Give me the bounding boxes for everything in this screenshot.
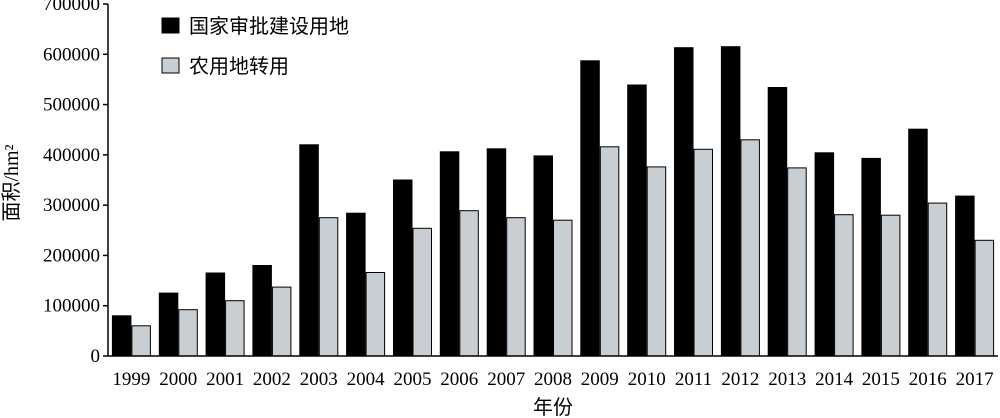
- x-tick-label: 2003: [300, 369, 338, 390]
- x-tick-label: 2015: [862, 369, 900, 390]
- x-tick-label: 2008: [534, 369, 572, 390]
- axes: [107, 4, 998, 357]
- y-tick-label: 0: [91, 346, 101, 367]
- bar-approved-construction-land-2006: [439, 151, 460, 357]
- bar-farmland-conversion-2016: [927, 202, 948, 357]
- x-tick-label: 2016: [909, 369, 947, 390]
- bar-farmland-conversion-1999: [131, 325, 151, 357]
- x-tick-label: 2007: [487, 369, 525, 390]
- bar-farmland-conversion-2004: [365, 272, 386, 357]
- x-tick-label: 2011: [675, 369, 712, 390]
- x-tick-label: 2012: [721, 369, 759, 390]
- legend-swatch-approved-construction-land: [161, 17, 180, 34]
- bar-farmland-conversion-2012: [740, 139, 760, 357]
- bar-approved-construction-land-2004: [346, 212, 366, 357]
- x-tick-label: 2010: [628, 369, 666, 390]
- x-axis-title: 年份: [533, 396, 573, 418]
- bar-approved-construction-land-2009: [580, 60, 600, 357]
- bar-farmland-conversion-2013: [787, 167, 807, 357]
- x-tick-label: 2005: [394, 369, 432, 390]
- bar-approved-construction-land-1999: [111, 315, 132, 357]
- bar-approved-construction-land-2015: [861, 157, 881, 357]
- bar-farmland-conversion-2000: [178, 309, 198, 357]
- bar-approved-construction-land-2001: [205, 272, 226, 357]
- bar-approved-construction-land-2012: [720, 46, 741, 357]
- bar-approved-construction-land-2007: [486, 148, 507, 357]
- bars: [111, 46, 995, 357]
- x-tick-label: 2004: [347, 369, 386, 390]
- y-tick-label: 400000: [43, 145, 100, 166]
- x-tick-label: 2002: [253, 369, 291, 390]
- bar-approved-construction-land-2010: [627, 84, 647, 357]
- bar-farmland-conversion-2008: [553, 219, 573, 357]
- bar-farmland-conversion-2007: [506, 217, 526, 357]
- bar-approved-construction-land-2005: [393, 179, 413, 357]
- bar-farmland-conversion-2010: [646, 166, 667, 357]
- bar-farmland-conversion-2015: [880, 214, 901, 357]
- legend-swatch-farmland-conversion: [161, 57, 180, 74]
- x-axis-ticks: 1999 2000 2001 2002 2003 2004 2005 2006 2007 2008…: [112, 369, 993, 390]
- bar-farmland-conversion-2014: [834, 214, 854, 357]
- bar-approved-construction-land-2002: [252, 265, 272, 357]
- legend-label-approved-construction-land: 国家审批建设用地: [189, 15, 349, 38]
- bar-farmland-conversion-2009: [599, 146, 620, 357]
- x-tick-label: 1999: [112, 369, 150, 390]
- bar-approved-construction-land-2011: [674, 47, 694, 357]
- x-tick-label: 2001: [206, 369, 244, 390]
- x-tick-label: 2006: [440, 369, 478, 390]
- x-tick-label: 2000: [159, 369, 197, 390]
- bar-farmland-conversion-2006: [459, 210, 479, 357]
- bar-farmland-conversion-2017: [974, 239, 995, 357]
- bar-farmland-conversion-2002: [271, 286, 292, 357]
- y-tick-label: 500000: [43, 95, 100, 116]
- bar-farmland-conversion-2005: [412, 227, 432, 357]
- y-tick-label: 100000: [43, 296, 100, 317]
- y-tick-label: 300000: [43, 195, 100, 216]
- x-tick-label: 2009: [581, 369, 619, 390]
- x-tick-label: 2017: [956, 369, 994, 390]
- legend-label-farmland-conversion: 农用地转用: [189, 55, 289, 78]
- y-axis-title: 面积/hm²: [0, 144, 23, 221]
- bar-approved-construction-land-2008: [533, 155, 553, 357]
- bar-approved-construction-land-2003: [299, 144, 319, 357]
- bar-approved-construction-land-2000: [158, 292, 179, 357]
- bar-approved-construction-land-2013: [767, 87, 788, 357]
- y-tick-label: 200000: [43, 245, 100, 266]
- bar-farmland-conversion-2003: [318, 217, 339, 357]
- legend: 国家审批建设用地 农用地转用: [161, 15, 349, 78]
- bar-approved-construction-land-2017: [955, 195, 975, 357]
- y-tick-label: 600000: [43, 44, 100, 65]
- bar-approved-construction-land-2014: [814, 152, 835, 357]
- y-axis-ticks: 0 100000 200000 300000 400000 500000 600000 700…: [43, 0, 108, 367]
- bar-farmland-conversion-2011: [693, 148, 713, 357]
- x-tick-label: 2013: [768, 369, 806, 390]
- bar-farmland-conversion-2001: [225, 300, 245, 357]
- x-tick-label: 2014: [815, 369, 854, 390]
- bar-approved-construction-land-2016: [908, 128, 928, 357]
- y-tick-label: 700000: [43, 0, 100, 15]
